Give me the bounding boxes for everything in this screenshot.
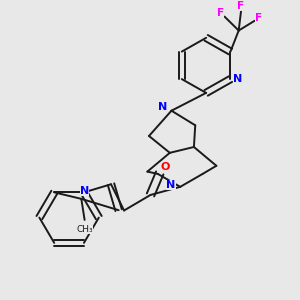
Text: O: O [161,162,170,172]
Text: F: F [217,8,224,18]
Text: N: N [233,74,242,84]
Text: CH₃: CH₃ [76,225,93,234]
Text: F: F [237,1,244,11]
Text: N: N [80,186,89,196]
Text: N: N [158,102,167,112]
Text: F: F [255,13,262,22]
Text: N: N [166,180,176,190]
